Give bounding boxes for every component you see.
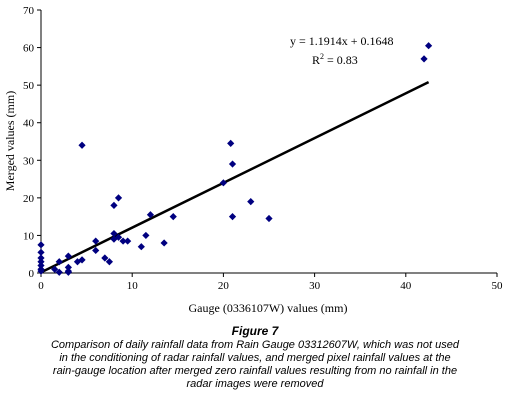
data-point [101, 254, 109, 262]
data-point [228, 160, 237, 168]
data-point [78, 256, 86, 264]
data-point [265, 214, 273, 223]
data-point [37, 261, 45, 270]
x-tick-label: 0 [38, 280, 44, 292]
data-point [119, 237, 127, 245]
data-point [92, 237, 100, 245]
data-point [37, 254, 45, 262]
data-point [124, 237, 132, 245]
data-point [105, 258, 113, 266]
data-point [142, 231, 150, 240]
data-point [169, 213, 177, 221]
data-point [137, 243, 145, 251]
data-point [78, 141, 86, 149]
data-point [425, 42, 433, 50]
data-point [64, 263, 72, 271]
y-tick-label: 70 [23, 5, 35, 17]
trendline [40, 81, 430, 274]
data-point [420, 55, 428, 63]
data-point [51, 265, 59, 273]
data-point [92, 246, 100, 255]
y-axis-title: Merged values (mm) [3, 91, 17, 191]
y-tick-label: 20 [23, 193, 35, 205]
data-point [55, 268, 63, 276]
trendline-equation: y = 1.1914x + 0.1648 [290, 34, 394, 48]
r2-prefix: R [312, 53, 320, 67]
x-axis-title: Gauge (0336107W) values (mm) [189, 301, 348, 315]
data-point [110, 201, 118, 209]
x-tick-label: 30 [309, 280, 321, 292]
x-tick-label: 10 [127, 280, 139, 292]
r2-superscript: 2 [320, 52, 324, 61]
data-point [37, 258, 45, 266]
data-point [146, 211, 155, 219]
data-point [64, 252, 72, 260]
data-point [114, 233, 123, 241]
data-point [228, 213, 237, 221]
y-tick-label: 40 [23, 118, 35, 130]
y-tick-label: 10 [23, 230, 35, 242]
data-point [37, 248, 45, 256]
data-point [219, 179, 227, 187]
y-tick-label: 60 [23, 43, 35, 55]
data-point [114, 194, 123, 202]
x-tick-label: 20 [218, 280, 230, 292]
data-point [55, 258, 63, 266]
data-point [160, 239, 168, 247]
data-point [247, 198, 255, 206]
figure-label: Figure 7 [231, 324, 279, 338]
r-squared-label: R2 = 0.83 [312, 52, 358, 67]
y-tick-label: 50 [23, 80, 35, 92]
x-tick-label: 50 [492, 280, 504, 292]
data-point [37, 241, 45, 249]
data-point [110, 229, 118, 238]
x-tick-label: 40 [400, 280, 412, 292]
r2-value: = 0.83 [324, 53, 358, 67]
figure-caption: Comparison of daily rainfall data from R… [50, 339, 460, 390]
y-tick-label: 30 [23, 155, 35, 167]
data-point [37, 265, 45, 273]
y-tick-label: 0 [29, 268, 35, 280]
data-point [227, 139, 235, 147]
data-point [64, 268, 72, 276]
scatter-chart: Merged values (mm) Gauge (0336107W) valu… [3, 5, 504, 315]
